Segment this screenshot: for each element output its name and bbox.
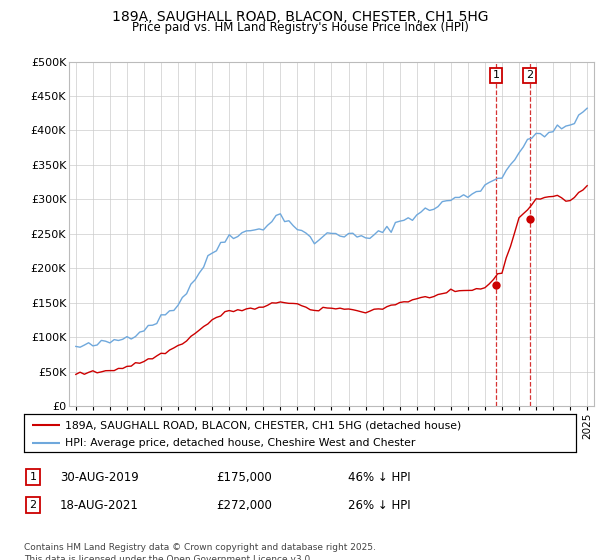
Text: HPI: Average price, detached house, Cheshire West and Chester: HPI: Average price, detached house, Ches… bbox=[65, 438, 416, 448]
Text: 189A, SAUGHALL ROAD, BLACON, CHESTER, CH1 5HG (detached house): 189A, SAUGHALL ROAD, BLACON, CHESTER, CH… bbox=[65, 420, 461, 430]
Text: 26% ↓ HPI: 26% ↓ HPI bbox=[348, 498, 410, 512]
Text: 1: 1 bbox=[493, 71, 500, 81]
Text: 1: 1 bbox=[29, 472, 37, 482]
Text: 2: 2 bbox=[29, 500, 37, 510]
Text: £175,000: £175,000 bbox=[216, 470, 272, 484]
Text: 2: 2 bbox=[526, 71, 533, 81]
Text: Contains HM Land Registry data © Crown copyright and database right 2025.
This d: Contains HM Land Registry data © Crown c… bbox=[24, 543, 376, 560]
Text: £272,000: £272,000 bbox=[216, 498, 272, 512]
Text: Price paid vs. HM Land Registry's House Price Index (HPI): Price paid vs. HM Land Registry's House … bbox=[131, 21, 469, 34]
Text: 30-AUG-2019: 30-AUG-2019 bbox=[60, 470, 139, 484]
Text: 189A, SAUGHALL ROAD, BLACON, CHESTER, CH1 5HG: 189A, SAUGHALL ROAD, BLACON, CHESTER, CH… bbox=[112, 10, 488, 24]
Text: 18-AUG-2021: 18-AUG-2021 bbox=[60, 498, 139, 512]
Text: 46% ↓ HPI: 46% ↓ HPI bbox=[348, 470, 410, 484]
